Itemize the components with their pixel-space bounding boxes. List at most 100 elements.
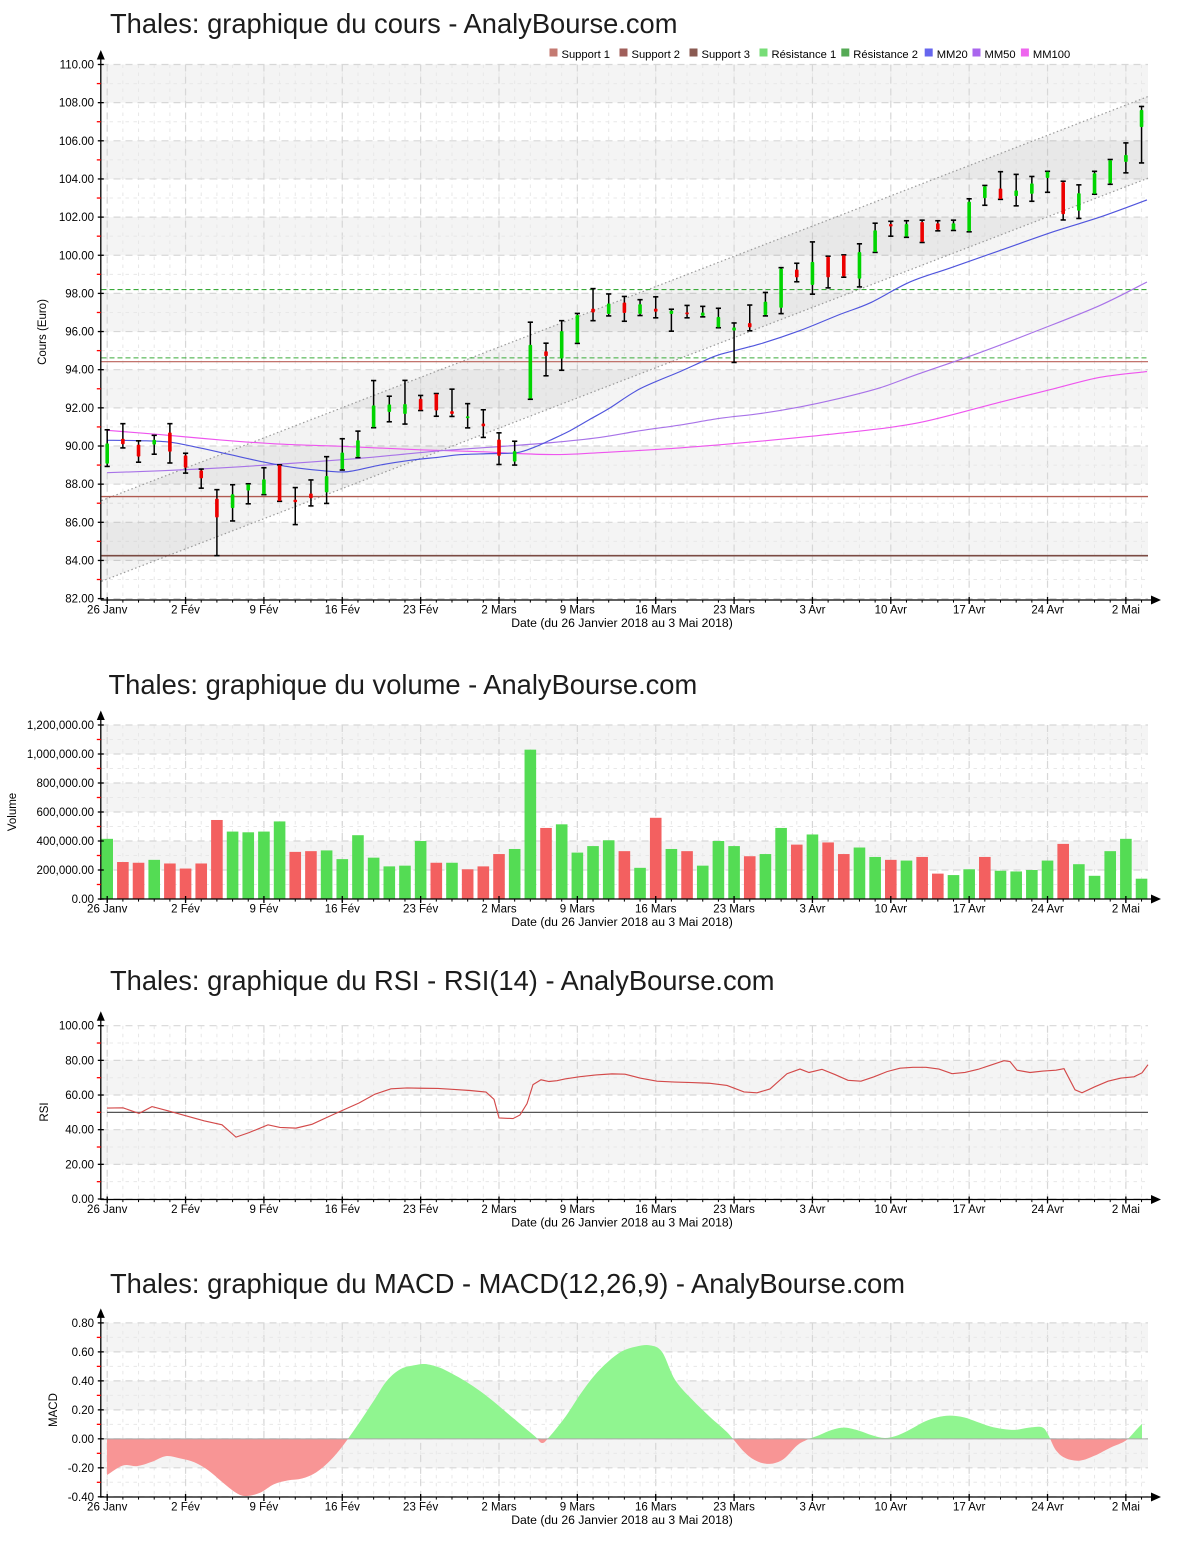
svg-text:16 Fév: 16 Fév xyxy=(325,904,360,916)
svg-text:16 Mars: 16 Mars xyxy=(635,904,677,916)
svg-text:24 Avr: 24 Avr xyxy=(1031,605,1064,617)
svg-text:2 Mai: 2 Mai xyxy=(1112,1204,1140,1216)
svg-text:110.00: 110.00 xyxy=(60,60,94,72)
svg-text:0.00: 0.00 xyxy=(72,1194,94,1206)
svg-text:100.00: 100.00 xyxy=(59,1021,94,1033)
svg-text:200,000.00: 200,000.00 xyxy=(36,865,94,877)
svg-text:Date (du 26 Janvier 2018 au 3: Date (du 26 Janvier 2018 au 3 Mai 2018) xyxy=(511,1513,733,1527)
svg-text:MM50: MM50 xyxy=(985,49,1016,61)
svg-text:-0.40: -0.40 xyxy=(68,1492,94,1504)
svg-text:80.00: 80.00 xyxy=(65,1055,94,1067)
svg-text:2 Fév: 2 Fév xyxy=(171,1204,200,1216)
svg-text:Date (du 26 Janvier 2018 au 3: Date (du 26 Janvier 2018 au 3 Mai 2018) xyxy=(511,1216,733,1230)
svg-text:Date (du 26 Janvier 2018 au 3: Date (du 26 Janvier 2018 au 3 Mai 2018) xyxy=(511,616,733,630)
svg-text:3 Avr: 3 Avr xyxy=(799,605,825,617)
svg-text:94.00: 94.00 xyxy=(65,365,94,377)
svg-text:17 Avr: 17 Avr xyxy=(953,1502,986,1514)
svg-text:Thales: graphique du RSI - RSI: Thales: graphique du RSI - RSI(14) - Ana… xyxy=(110,965,775,996)
svg-text:90.00: 90.00 xyxy=(65,441,94,453)
svg-text:17 Avr: 17 Avr xyxy=(953,1204,986,1216)
svg-text:23 Fév: 23 Fév xyxy=(403,605,438,617)
svg-text:Support 3: Support 3 xyxy=(702,49,751,61)
svg-text:23 Mars: 23 Mars xyxy=(713,904,755,916)
svg-text:Cours (Euro): Cours (Euro) xyxy=(37,299,49,365)
svg-text:9 Fév: 9 Fév xyxy=(250,605,279,617)
svg-text:9 Fév: 9 Fév xyxy=(250,1502,279,1514)
svg-text:-0.20: -0.20 xyxy=(68,1463,94,1475)
svg-text:9 Mars: 9 Mars xyxy=(560,1204,595,1216)
svg-text:3 Avr: 3 Avr xyxy=(799,1502,825,1514)
svg-text:23 Mars: 23 Mars xyxy=(713,1204,755,1216)
svg-text:17 Avr: 17 Avr xyxy=(953,605,986,617)
svg-text:26 Janv: 26 Janv xyxy=(87,904,128,916)
svg-text:9 Fév: 9 Fév xyxy=(250,904,279,916)
svg-text:23 Mars: 23 Mars xyxy=(713,1502,755,1514)
svg-text:Résistance 1: Résistance 1 xyxy=(772,49,837,61)
svg-text:16 Mars: 16 Mars xyxy=(635,605,677,617)
svg-text:2 Mai: 2 Mai xyxy=(1112,1502,1140,1514)
svg-text:Support 1: Support 1 xyxy=(562,49,611,61)
svg-text:26 Janv: 26 Janv xyxy=(87,605,128,617)
svg-text:16 Fév: 16 Fév xyxy=(325,1204,360,1216)
svg-text:Support 2: Support 2 xyxy=(632,49,681,61)
svg-text:88.00: 88.00 xyxy=(65,479,94,491)
svg-text:2 Fév: 2 Fév xyxy=(171,605,200,617)
svg-text:0.40: 0.40 xyxy=(72,1376,94,1388)
svg-text:16 Mars: 16 Mars xyxy=(635,1204,677,1216)
svg-text:26 Janv: 26 Janv xyxy=(87,1502,128,1514)
svg-text:26 Janv: 26 Janv xyxy=(87,1204,128,1216)
svg-text:Thales: graphique du volume -: Thales: graphique du volume - AnalyBours… xyxy=(109,669,698,700)
svg-text:82.00: 82.00 xyxy=(65,594,94,606)
svg-text:40.00: 40.00 xyxy=(65,1125,94,1137)
svg-text:2 Mars: 2 Mars xyxy=(481,1204,516,1216)
svg-text:9 Mars: 9 Mars xyxy=(560,904,595,916)
svg-text:23 Mars: 23 Mars xyxy=(713,605,755,617)
svg-text:400,000.00: 400,000.00 xyxy=(36,836,94,848)
svg-text:100.00: 100.00 xyxy=(59,250,94,262)
svg-text:60.00: 60.00 xyxy=(65,1090,94,1102)
svg-text:17 Avr: 17 Avr xyxy=(953,904,986,916)
svg-text:108.00: 108.00 xyxy=(59,98,94,110)
svg-text:102.00: 102.00 xyxy=(59,212,94,224)
svg-text:16 Fév: 16 Fév xyxy=(325,1502,360,1514)
svg-text:0.00: 0.00 xyxy=(72,1434,94,1446)
svg-text:Thales: graphique du cours - A: Thales: graphique du cours - AnalyBourse… xyxy=(110,8,677,39)
svg-text:1,000,000.00: 1,000,000.00 xyxy=(27,749,94,761)
svg-text:23 Fév: 23 Fév xyxy=(403,1204,438,1216)
svg-text:3 Avr: 3 Avr xyxy=(799,1204,825,1216)
svg-text:2 Mai: 2 Mai xyxy=(1112,605,1140,617)
svg-text:92.00: 92.00 xyxy=(65,403,94,415)
svg-text:1,200,000.00: 1,200,000.00 xyxy=(27,720,94,732)
svg-text:RSI: RSI xyxy=(39,1102,51,1121)
svg-text:0.80: 0.80 xyxy=(72,1318,94,1330)
svg-text:10 Avr: 10 Avr xyxy=(875,1502,908,1514)
svg-text:Résistance 2: Résistance 2 xyxy=(853,49,918,61)
svg-text:MM20: MM20 xyxy=(937,49,968,61)
svg-text:2 Fév: 2 Fév xyxy=(171,904,200,916)
svg-text:Thales: graphique du MACD - MA: Thales: graphique du MACD - MACD(12,26,9… xyxy=(110,1268,905,1299)
svg-text:16 Mars: 16 Mars xyxy=(635,1502,677,1514)
svg-text:23 Fév: 23 Fév xyxy=(403,1502,438,1514)
svg-text:0.00: 0.00 xyxy=(72,894,94,906)
svg-text:10 Avr: 10 Avr xyxy=(875,904,908,916)
svg-text:0.20: 0.20 xyxy=(72,1405,94,1417)
svg-text:2 Mars: 2 Mars xyxy=(481,605,516,617)
svg-text:10 Avr: 10 Avr xyxy=(875,1204,908,1216)
svg-text:23 Fév: 23 Fév xyxy=(403,904,438,916)
svg-text:96.00: 96.00 xyxy=(65,327,94,339)
svg-text:24 Avr: 24 Avr xyxy=(1031,1502,1064,1514)
svg-text:16 Fév: 16 Fév xyxy=(325,605,360,617)
svg-text:3 Avr: 3 Avr xyxy=(799,904,825,916)
svg-text:9 Fév: 9 Fév xyxy=(250,1204,279,1216)
svg-text:2 Fév: 2 Fév xyxy=(171,1502,200,1514)
svg-text:2 Mars: 2 Mars xyxy=(481,904,516,916)
svg-text:Volume: Volume xyxy=(7,793,19,831)
svg-text:2 Mai: 2 Mai xyxy=(1112,904,1140,916)
svg-text:24 Avr: 24 Avr xyxy=(1031,1204,1064,1216)
svg-text:9 Mars: 9 Mars xyxy=(560,1502,595,1514)
svg-text:MACD: MACD xyxy=(48,1393,60,1427)
svg-text:98.00: 98.00 xyxy=(65,288,94,300)
svg-text:Date (du 26 Janvier 2018 au 3: Date (du 26 Janvier 2018 au 3 Mai 2018) xyxy=(511,915,733,929)
svg-text:24 Avr: 24 Avr xyxy=(1031,904,1064,916)
svg-text:86.00: 86.00 xyxy=(65,517,94,529)
